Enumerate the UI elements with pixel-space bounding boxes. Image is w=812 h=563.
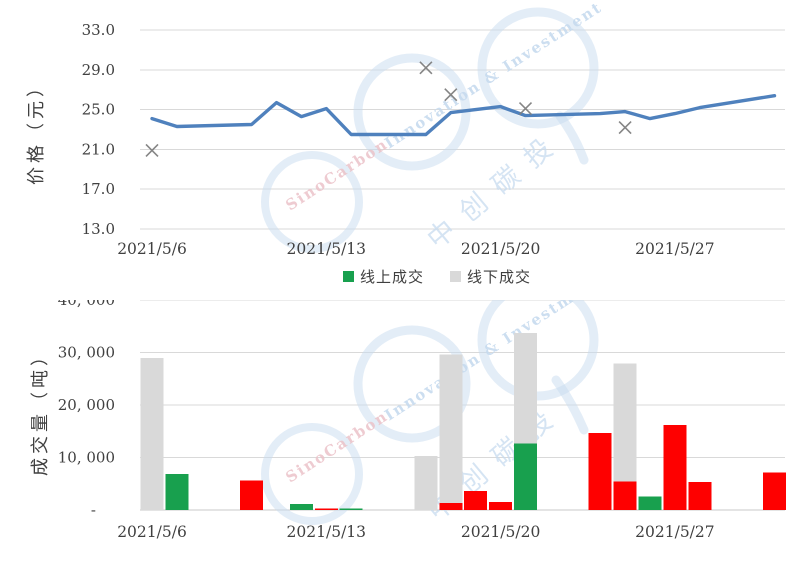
svg-text:2021/5/13: 2021/5/13 — [287, 523, 366, 541]
volume-bar — [439, 354, 463, 510]
volume-bar — [165, 473, 189, 510]
price-line-series — [150, 93, 777, 137]
volume-x-axis-ticks: 2021/5/6 2021/5/13 2021/5/20 2021/5/27 — [117, 523, 714, 541]
svg-text:2021/5/13: 2021/5/13 — [287, 240, 366, 258]
svg-text:2021/5/20: 2021/5/20 — [461, 240, 540, 258]
legend-item-offline: 线下成交 — [450, 266, 531, 287]
svg-text:33.0: 33.0 — [82, 21, 115, 39]
svg-text:20, 000: 20, 000 — [58, 396, 115, 414]
volume-y-axis-ticks: - 10, 000 20, 000 30, 000 40, 000 — [58, 300, 115, 519]
volume-bar — [489, 502, 513, 510]
volume-bar — [414, 455, 438, 510]
volume-bar — [588, 432, 612, 510]
volume-bar — [140, 357, 164, 511]
svg-text:2021/5/27: 2021/5/27 — [635, 523, 714, 541]
svg-text:17.0: 17.0 — [82, 180, 115, 198]
volume-bar — [464, 491, 488, 510]
volume-bar — [439, 503, 463, 510]
volume-y-axis-title: 成交量（吨） — [30, 344, 51, 476]
volume-bar — [613, 363, 637, 510]
volume-bar — [289, 504, 313, 510]
legend-item-online: 线上成交 — [342, 266, 424, 287]
legend-label-online: 线上成交 — [359, 267, 424, 286]
svg-text:SinoCarbon: SinoCarbon — [282, 135, 391, 215]
volume-bar — [763, 472, 786, 510]
svg-text:40, 000: 40, 000 — [58, 300, 115, 309]
legend-label-offline: 线下成交 — [467, 267, 532, 286]
price-gridlines — [140, 29, 785, 230]
price-x-axis-ticks: 2021/5/6 2021/5/13 2021/5/20 2021/5/27 — [117, 240, 714, 258]
svg-text:2021/5/6: 2021/5/6 — [117, 523, 187, 541]
svg-text:10, 000: 10, 000 — [58, 449, 115, 467]
svg-text:30, 000: 30, 000 — [58, 344, 115, 362]
legend-swatch-online — [342, 270, 354, 282]
volume-bar — [638, 496, 662, 510]
volume-bar — [339, 508, 363, 511]
chart-legend: 线上成交 线下成交 — [31, 263, 812, 289]
svg-text:2021/5/20: 2021/5/20 — [461, 523, 540, 541]
volume-bar — [514, 443, 537, 510]
svg-text:25.0: 25.0 — [82, 101, 115, 119]
svg-text:-: - — [91, 501, 96, 519]
svg-text:2021/5/6: 2021/5/6 — [117, 240, 187, 258]
svg-text:29.0: 29.0 — [82, 61, 115, 79]
price-y-axis-title: 价格（元） — [26, 75, 47, 185]
svg-text:2021/5/27: 2021/5/27 — [635, 240, 714, 258]
volume-bar — [314, 508, 338, 510]
volume-bar — [240, 480, 264, 510]
legend-swatch-offline — [450, 270, 461, 282]
volume-bar — [663, 425, 687, 510]
price-x-marker-series — [145, 61, 632, 157]
volume-bars — [140, 333, 786, 511]
price-y-axis-ticks: 13.0 17.0 21.0 25.0 29.0 33.0 — [82, 21, 115, 238]
svg-text:13.0: 13.0 — [82, 220, 115, 238]
svg-text:21.0: 21.0 — [82, 140, 115, 158]
svg-text:SinoCarbon: SinoCarbon — [282, 407, 391, 487]
volume-bar — [613, 481, 637, 510]
volume-bar — [688, 482, 712, 510]
